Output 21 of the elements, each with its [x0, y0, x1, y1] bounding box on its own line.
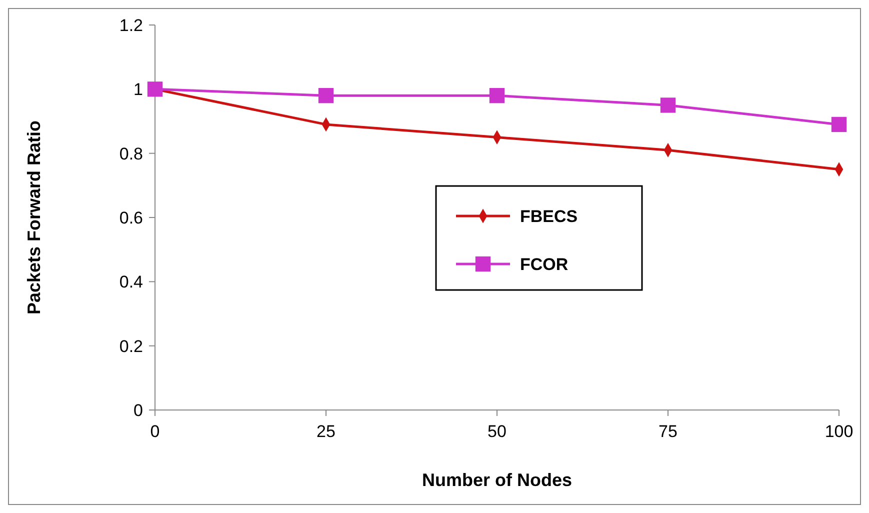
- x-tick-label: 25: [316, 422, 336, 441]
- x-tick-label: 0: [150, 422, 160, 441]
- y-tick-label: 1: [134, 80, 143, 100]
- x-axis-title: Number of Nodes: [422, 470, 572, 490]
- point: [318, 88, 334, 104]
- x-tick-label: 50: [488, 422, 506, 441]
- y-tick-label: 0: [134, 401, 143, 420]
- y-tick-label: 1.2: [119, 16, 143, 35]
- y-axis-title: Packets Forward Ratio: [24, 120, 44, 315]
- point: [831, 116, 847, 132]
- point: [147, 82, 163, 97]
- y-tick-label: 0.4: [119, 272, 143, 292]
- legend-label: FCOR: [520, 255, 568, 274]
- y-tick-label: 0.8: [119, 144, 143, 164]
- x-tick-label: 100: [824, 422, 854, 441]
- y-tick-label: 0.6: [119, 208, 143, 228]
- point: [489, 88, 505, 104]
- y-tick-label: 0.2: [119, 336, 143, 356]
- legend-label: FBECS: [520, 207, 578, 226]
- x-tick-label: 75: [658, 422, 678, 441]
- point: [660, 98, 676, 113]
